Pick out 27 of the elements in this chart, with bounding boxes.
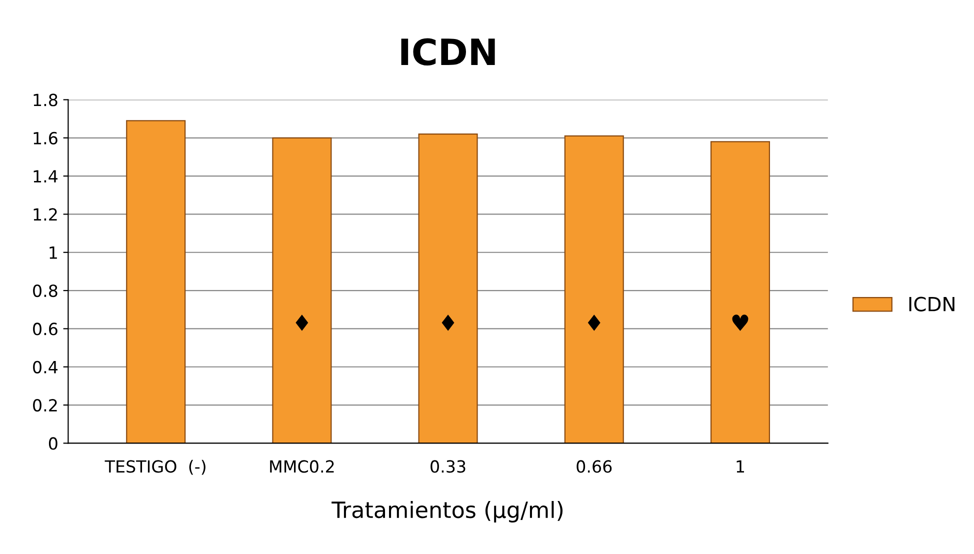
y-tick-label: 0	[48, 437, 58, 450]
x-tick-label: 0.33	[430, 460, 466, 473]
y-tick-label: 1	[50, 246, 57, 259]
y-tick-label: 1.4	[34, 170, 58, 182]
y-tick-label: 1.2	[34, 208, 57, 221]
y-tick-label: 0.4	[33, 360, 58, 374]
bar	[272, 137, 332, 444]
x-tick-label: 0.66	[576, 460, 612, 473]
data-label: ♦	[442, 314, 454, 331]
y-tick-label: 1.6	[34, 132, 58, 144]
bar	[126, 120, 186, 444]
x-tick-label: MMC0.2	[270, 460, 334, 473]
data-label: ♦	[296, 314, 308, 331]
bar	[564, 135, 624, 444]
bar	[418, 134, 478, 444]
data-label: ♥	[732, 314, 748, 331]
y-tick-label: 0.2	[33, 399, 57, 412]
chart-title: ICDN	[401, 38, 495, 66]
bar	[710, 141, 770, 444]
x-axis-title: Tratamientos (µg/ml)	[332, 500, 563, 523]
y-tick-label: 1.8	[34, 94, 58, 106]
y-tick-label: 0.6	[33, 322, 58, 336]
legend-label: ICDN	[909, 296, 954, 312]
x-tick-label: TESTIGO (-)	[104, 460, 206, 475]
x-tick-label: 1	[736, 460, 744, 473]
data-label: ♦	[588, 314, 600, 331]
y-tick-label: 0.8	[33, 284, 58, 298]
